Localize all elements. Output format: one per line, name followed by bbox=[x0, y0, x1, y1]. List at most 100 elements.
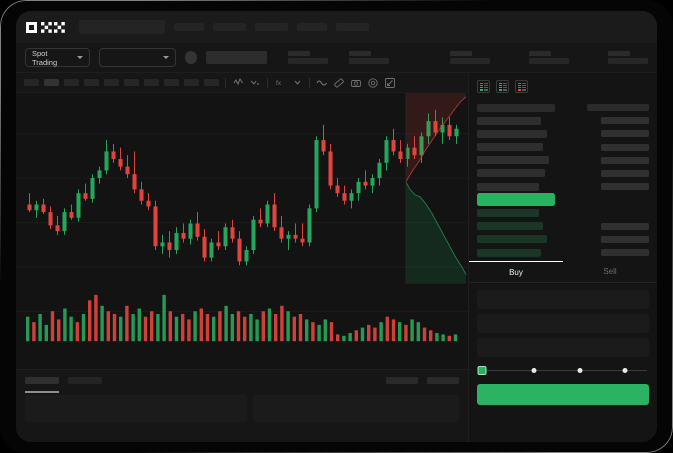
trading-mode-dropdown[interactable]: Spot Trading bbox=[25, 48, 91, 67]
nav-item-2[interactable] bbox=[213, 23, 246, 31]
top-navigation-bar bbox=[16, 11, 657, 43]
market-stat-4 bbox=[528, 51, 569, 64]
svg-text:fx: fx bbox=[276, 80, 282, 87]
bid-price bbox=[477, 248, 541, 257]
interval-pill-8[interactable] bbox=[164, 79, 179, 86]
slider-step-75[interactable] bbox=[622, 367, 628, 373]
orders-card-right[interactable] bbox=[253, 395, 459, 422]
market-stat-3 bbox=[449, 51, 490, 64]
settings-icon[interactable] bbox=[367, 77, 379, 89]
bid-amount bbox=[601, 235, 649, 243]
nav-item-5[interactable] bbox=[336, 23, 369, 31]
orders-action-2[interactable] bbox=[427, 377, 459, 384]
interval-pill-10[interactable] bbox=[204, 79, 219, 86]
ruler-icon[interactable] bbox=[333, 77, 345, 89]
orderbook-ask-row[interactable] bbox=[477, 116, 649, 125]
chevron-down-icon bbox=[77, 56, 84, 59]
last-price-value bbox=[206, 51, 267, 64]
order-price-field[interactable] bbox=[477, 290, 649, 310]
orderbook-bid-row[interactable] bbox=[477, 209, 649, 218]
chart-toolbar: fx bbox=[16, 73, 468, 93]
market-stat-value bbox=[528, 58, 569, 64]
orderbook-ask-row[interactable] bbox=[477, 169, 649, 178]
bid-price bbox=[477, 209, 539, 217]
slider-track bbox=[482, 369, 647, 371]
bid-amount bbox=[601, 222, 649, 230]
orderbook-ask-row[interactable] bbox=[477, 143, 649, 152]
orderbook-rows[interactable] bbox=[469, 98, 657, 257]
indicators-icon[interactable]: fx bbox=[274, 77, 286, 89]
ask-price bbox=[477, 129, 547, 138]
market-stat-value bbox=[348, 58, 389, 64]
orderbook-both-icon[interactable] bbox=[477, 80, 490, 93]
interval-pill-2[interactable] bbox=[44, 79, 59, 86]
nav-item-3[interactable] bbox=[255, 23, 288, 31]
okx-letter-x-icon bbox=[54, 21, 65, 33]
price-chart-panel[interactable] bbox=[16, 93, 468, 369]
order-total-field[interactable] bbox=[477, 338, 649, 358]
orders-bottom-panel bbox=[16, 369, 468, 442]
orderbook-header-row bbox=[477, 103, 649, 112]
global-search-input[interactable] bbox=[79, 20, 165, 34]
last-price-spacer bbox=[601, 196, 649, 203]
chevron-down-icon[interactable] bbox=[291, 77, 303, 89]
interval-pill-4[interactable] bbox=[84, 79, 99, 86]
orderbook-ask-row[interactable] bbox=[477, 182, 649, 191]
orderbook-asks-icon[interactable] bbox=[515, 80, 528, 93]
orderbook-col-amount bbox=[587, 104, 649, 111]
app-screen: Spot Trading bbox=[16, 11, 657, 442]
bid-amount bbox=[601, 210, 649, 217]
orderbook-bids-icon[interactable] bbox=[496, 80, 509, 93]
order-amount-field[interactable] bbox=[477, 314, 649, 334]
orderbook-bid-row[interactable] bbox=[477, 222, 649, 231]
tab-sell[interactable]: Sell bbox=[603, 267, 617, 277]
interval-pill-7[interactable] bbox=[144, 79, 159, 86]
order-amount-slider[interactable] bbox=[477, 365, 647, 375]
okx-letter-k-icon bbox=[41, 21, 52, 33]
candlestick-chart-icon[interactable] bbox=[232, 77, 244, 89]
market-stat-1 bbox=[287, 51, 328, 64]
candlestick-chart bbox=[16, 93, 468, 342]
orderbook-last-price-row[interactable] bbox=[477, 193, 649, 207]
orderbook-ask-row[interactable] bbox=[477, 156, 649, 165]
okx-logo-icon bbox=[26, 21, 37, 33]
active-tab-underline bbox=[25, 391, 59, 393]
last-price-highlight bbox=[477, 193, 555, 207]
interval-pill-9[interactable] bbox=[184, 79, 199, 86]
interval-pill-3[interactable] bbox=[64, 79, 79, 86]
bid-price bbox=[477, 235, 547, 244]
market-stat-label bbox=[607, 51, 630, 56]
slider-step-50[interactable] bbox=[577, 367, 583, 373]
tab-buy[interactable]: Buy bbox=[469, 261, 563, 282]
orderbook-bid-row[interactable] bbox=[477, 248, 649, 257]
slider-step-25[interactable] bbox=[531, 367, 537, 373]
place-buy-order-button[interactable] bbox=[477, 384, 649, 406]
ask-amount bbox=[601, 130, 649, 138]
okx-logo[interactable] bbox=[26, 21, 65, 33]
candles-group bbox=[27, 109, 459, 266]
orders-tab-open[interactable] bbox=[25, 377, 59, 384]
orderbook-bid-row[interactable] bbox=[477, 235, 649, 244]
volume-bars-group bbox=[26, 294, 458, 342]
market-stat-2 bbox=[348, 51, 389, 64]
camera-icon[interactable] bbox=[350, 77, 362, 89]
interval-pill-5[interactable] bbox=[104, 79, 119, 86]
bid-amount bbox=[601, 249, 649, 257]
slider-handle[interactable] bbox=[477, 365, 487, 375]
orders-card-left[interactable] bbox=[25, 395, 247, 422]
orders-action-1[interactable] bbox=[386, 377, 418, 384]
ask-amount bbox=[601, 156, 649, 164]
toolbar-divider bbox=[225, 77, 226, 88]
ask-amount bbox=[601, 117, 649, 125]
nav-item-4[interactable] bbox=[297, 23, 327, 31]
interval-pill-6[interactable] bbox=[124, 79, 139, 86]
nav-item-1[interactable] bbox=[174, 23, 204, 31]
fullscreen-icon[interactable] bbox=[384, 77, 396, 89]
trading-pair-dropdown[interactable] bbox=[99, 48, 176, 67]
orders-tab-history[interactable] bbox=[68, 377, 102, 384]
interval-pill-1[interactable] bbox=[24, 79, 39, 86]
orderbook-ask-row[interactable] bbox=[477, 129, 649, 138]
line-chart-icon[interactable] bbox=[249, 77, 261, 89]
trade-form bbox=[469, 283, 657, 375]
wave-chart-icon[interactable] bbox=[316, 77, 328, 89]
